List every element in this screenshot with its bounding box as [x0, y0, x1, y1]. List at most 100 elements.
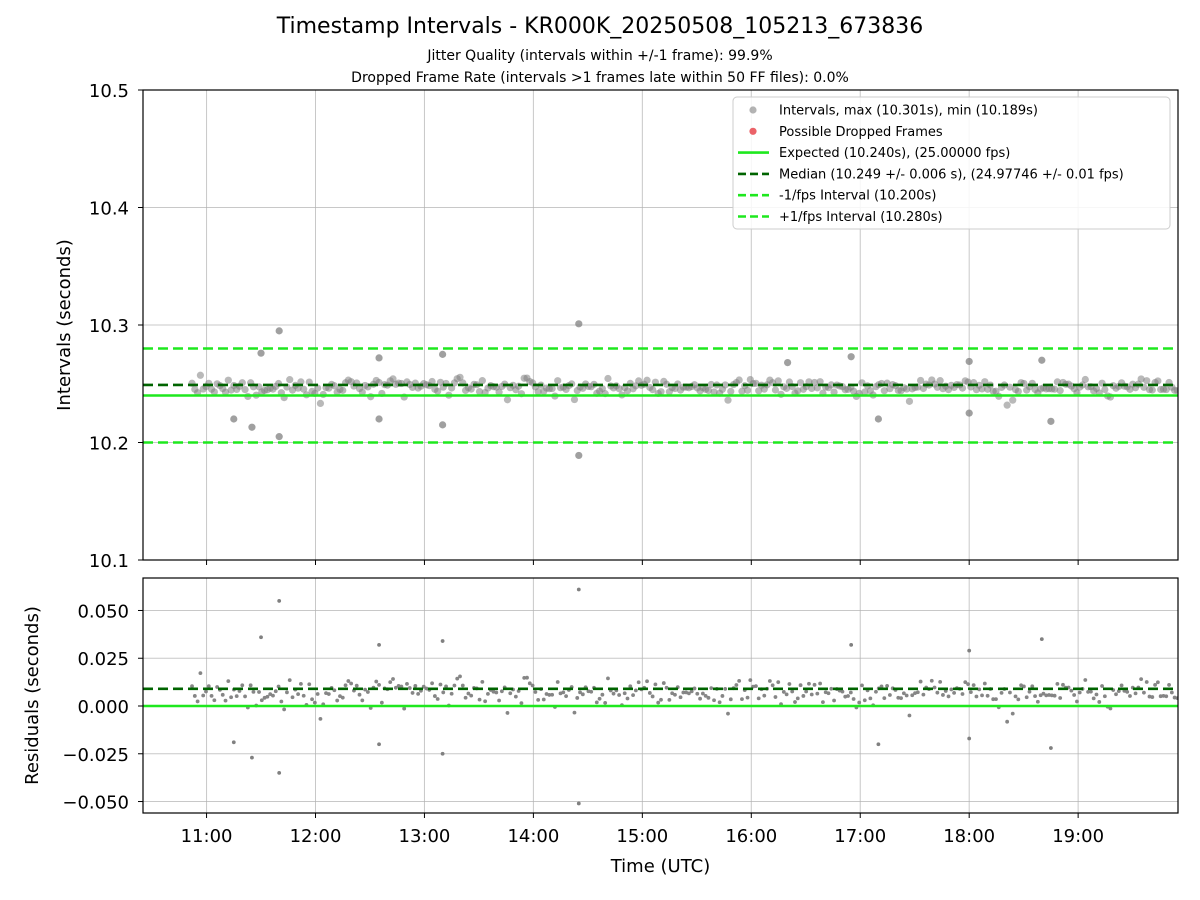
residual-point	[393, 685, 398, 690]
residual-point	[251, 689, 256, 694]
residual-point	[848, 690, 853, 695]
residual-point	[606, 676, 610, 681]
residual-point	[377, 682, 381, 687]
residual-point	[636, 680, 641, 685]
x-tick-label: 13:00	[399, 826, 451, 847]
residual-point	[1024, 695, 1029, 700]
residual-point	[929, 678, 934, 683]
residual-point	[257, 690, 261, 694]
residual-point	[499, 689, 504, 694]
intervals-panel: 10.1 10.2 10.3 10.4 10.5 Intervals (seconds) I…	[54, 81, 1179, 572]
residual-point	[907, 713, 912, 718]
residual-point	[287, 678, 292, 683]
residual-point	[698, 696, 702, 701]
residual-outlier-point	[231, 740, 236, 745]
residual-point	[1041, 691, 1046, 696]
interval-point	[300, 385, 308, 393]
residual-point	[885, 684, 890, 688]
interval-point	[1173, 387, 1178, 395]
y-tick-label: 0.000	[77, 697, 129, 718]
residual-outlier-point	[259, 635, 263, 640]
residual-point	[198, 671, 203, 676]
interval-point	[604, 374, 612, 383]
residual-point	[879, 684, 884, 689]
residual-point	[695, 691, 700, 696]
residual-point	[815, 691, 820, 696]
residual-point	[234, 694, 239, 699]
interval-outlier-point	[257, 349, 265, 357]
interval-point	[796, 379, 805, 387]
residual-point	[312, 700, 317, 705]
residual-point	[480, 679, 485, 684]
residual-point	[525, 675, 529, 680]
interval-point	[707, 380, 715, 389]
residual-outlier-point	[967, 648, 972, 653]
interval-point	[475, 387, 484, 396]
residual-point	[335, 698, 340, 703]
residual-point	[407, 686, 412, 690]
residual-point	[435, 697, 440, 701]
residual-point	[265, 694, 270, 699]
y-tick-label: 10.4	[89, 199, 129, 220]
interval-point	[1143, 377, 1151, 385]
residual-point	[1097, 700, 1102, 704]
residual-point	[248, 683, 253, 688]
residual-point	[513, 694, 518, 699]
residual-outlier-point	[377, 642, 381, 647]
legend-label: Expected (10.240s), (25.00000 fps)	[779, 146, 1010, 161]
interval-outlier-point	[965, 409, 973, 417]
interval-point	[1003, 401, 1011, 409]
residual-point	[580, 692, 585, 697]
residual-point	[1088, 689, 1093, 694]
residual-point	[268, 692, 273, 697]
x-tick-label: 11:00	[181, 826, 233, 847]
residual-point	[1016, 697, 1021, 702]
interval-outlier-point	[874, 415, 882, 423]
residual-point	[600, 692, 605, 697]
residual-point	[1175, 696, 1178, 701]
residual-point	[818, 681, 823, 686]
x-tick-label: 18:00	[943, 826, 995, 847]
interval-point	[735, 376, 743, 384]
y-tick-label: 10.3	[89, 316, 129, 337]
residual-outlier-point	[576, 587, 581, 592]
residual-point	[1164, 694, 1169, 699]
interval-point	[221, 388, 230, 396]
residual-point	[661, 681, 666, 685]
residual-point	[190, 684, 194, 689]
legend-label: -1/fps Interval (10.200s)	[779, 189, 936, 204]
residual-point	[790, 689, 795, 694]
residual-point	[405, 681, 409, 686]
residual-point	[296, 692, 301, 697]
residual-point	[206, 684, 211, 689]
residual-point	[960, 692, 965, 696]
interval-point	[534, 388, 542, 396]
residual-point	[1153, 682, 1157, 687]
interval-point	[316, 399, 325, 407]
residual-point	[391, 677, 395, 681]
interval-point	[771, 386, 780, 394]
residual-point	[846, 694, 850, 698]
residual-point	[703, 694, 708, 698]
residual-point	[541, 697, 546, 702]
interval-point	[1162, 385, 1170, 394]
residual-point	[1139, 677, 1144, 682]
y-tick-label: 10.2	[89, 434, 129, 455]
residual-point	[402, 706, 407, 711]
interval-point	[428, 377, 436, 386]
residual-point	[1069, 688, 1074, 693]
interval-point	[456, 373, 464, 381]
interval-point	[1137, 375, 1145, 383]
residual-point	[968, 690, 973, 695]
residual-point	[458, 674, 462, 679]
residual-point	[874, 689, 878, 694]
interval-outlier-point	[1038, 356, 1046, 364]
residual-point	[781, 690, 786, 694]
interval-point	[643, 376, 651, 384]
x-tick-label: 14:00	[507, 826, 559, 847]
y-tick-label: 0.025	[77, 649, 129, 670]
interval-point	[570, 395, 579, 404]
residual-point	[594, 700, 599, 705]
residual-point	[1049, 693, 1054, 698]
residuals-panel: 11:00 12:00 13:00 14:00 15:00 16:00 17:00 18:00…	[22, 577, 1179, 877]
